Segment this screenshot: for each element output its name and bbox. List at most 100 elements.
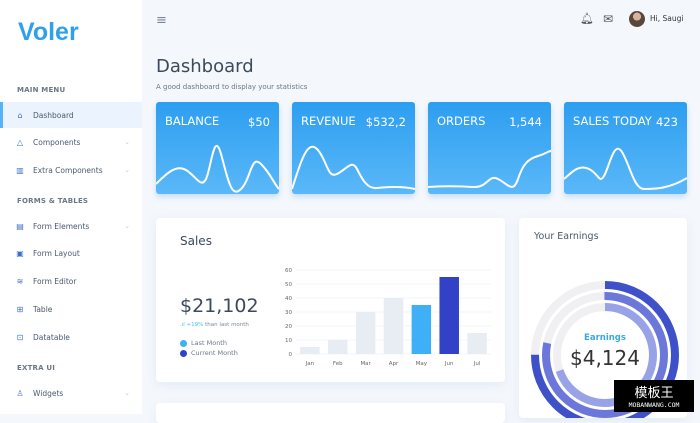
bar-jul [467, 333, 487, 354]
sidebar-item-label: Form Editor [33, 276, 77, 286]
sidebar-item-widgets[interactable]: ♙ Widgets ⌄ [0, 380, 142, 406]
y-tick-label: 50 [285, 282, 292, 288]
stat-label: ORDERS [437, 114, 486, 128]
stat-label: SALES TODAY [573, 114, 652, 128]
y-tick-label: 10 [285, 338, 292, 344]
bell-icon[interactable]: 🔔︎ [580, 12, 594, 25]
y-tick-label: 40 [285, 296, 292, 302]
user-icon: ♙ [16, 388, 24, 398]
sidebar-item-label: Form Elements [33, 221, 90, 231]
bar-jan [300, 347, 320, 354]
sidebar-item-table[interactable]: ⊞ Table [0, 296, 142, 322]
sidebar-item-label: Dashboard [33, 110, 74, 120]
sidebar-item-form-editor[interactable]: ≋ Form Editor [0, 268, 142, 294]
growth-percent: +19% [186, 322, 204, 328]
layers-icon: ≋ [16, 276, 24, 286]
file-plus-icon: ⊡ [16, 332, 24, 342]
bar-jun [439, 277, 459, 354]
sales-amount: $21,102 [180, 295, 259, 317]
stat-value: $532,2 [365, 115, 406, 129]
sidebar-item-extra-components[interactable]: ▥ Extra Components ⌄ [0, 157, 142, 183]
bar-mar [355, 312, 376, 354]
stat-value: $50 [248, 115, 270, 129]
sidebar-item-form-layout[interactable]: ▣ Form Layout [0, 240, 142, 266]
page-subtitle: A good dashboard to display your statist… [156, 83, 308, 91]
x-tick-label: Apr [389, 361, 399, 367]
x-tick-label: May [416, 361, 428, 367]
earnings-label: Earnings [584, 333, 626, 343]
legend-label: Current Month [191, 349, 238, 357]
bar-feb [328, 340, 348, 354]
y-tick-label: 30 [285, 310, 292, 316]
home-icon: ⌂ [17, 110, 23, 120]
sparkline [156, 144, 279, 193]
legend-dot [180, 349, 187, 357]
legend-dot [180, 339, 187, 347]
watermark: 模板王 MOBANWANG.COM [614, 380, 694, 412]
chevron-down-icon: ⌄ [124, 166, 130, 174]
bar-may [411, 305, 432, 354]
bar-chart-icon: .ıl [180, 322, 187, 328]
stat-label: REVENUE [301, 114, 356, 128]
bar-apr [383, 298, 404, 354]
sales-title: Sales [180, 234, 212, 248]
earnings-card: Your Earnings Earnings $4,124 [519, 218, 687, 418]
ring-arc-inner [553, 303, 657, 407]
sidebar-item-components[interactable]: △ Components ⌄ [0, 129, 142, 155]
x-tick-label: Feb [333, 361, 343, 367]
next-card [156, 403, 505, 423]
layout-icon: ▣ [16, 248, 24, 258]
section-extra-ui: EXTRA UI [17, 364, 56, 372]
y-tick-label: 0 [289, 352, 293, 358]
sparkline [564, 147, 687, 191]
grid-icon: ⊞ [16, 304, 24, 314]
page-title: Dashboard [156, 56, 254, 77]
sparkline [428, 150, 551, 189]
avatar[interactable] [629, 11, 645, 27]
y-tick-label: 60 [285, 268, 292, 274]
earnings-title: Your Earnings [534, 231, 599, 242]
mail-icon[interactable]: ✉ [603, 12, 614, 26]
sales-bar-chart: 0 10 20 30 40 50 60 Jan Feb Mar Apr May Jun Jul [285, 268, 491, 367]
x-tick-label: Mar [360, 361, 371, 367]
sales-card: Sales $21,102 .ıl +19% than last month L… [156, 218, 505, 382]
stat-card-sales-today: SALES TODAY 423 [564, 102, 687, 194]
triangle-icon: △ [16, 137, 24, 147]
sidebar-item-label: Components [33, 137, 81, 147]
logo[interactable]: Voler [18, 18, 79, 46]
watermark-url: MOBANWANG.COM [628, 401, 680, 409]
x-tick-label: Jul [473, 361, 481, 367]
user-greeting[interactable]: Hi, Saugi [650, 14, 684, 23]
sidebar-item-dashboard[interactable]: ⌂ Dashboard [0, 102, 142, 128]
chevron-down-icon: ⌄ [124, 222, 130, 230]
stat-value: 423 [656, 115, 678, 129]
sidebar-item-label: Datatable [33, 332, 70, 342]
stat-value: 1,544 [509, 115, 542, 129]
sidebar-item-datatable[interactable]: ⊡ Datatable [0, 324, 142, 350]
stat-card-balance: BALANCE $50 [156, 102, 279, 194]
growth-text: than last month [203, 322, 249, 328]
ring-arc-outer [531, 281, 679, 418]
stat-card-orders: ORDERS 1,544 [428, 102, 551, 194]
y-tick-label: 20 [285, 324, 292, 330]
chevron-down-icon: ⌄ [124, 389, 130, 397]
stat-label: BALANCE [165, 114, 220, 128]
section-forms-tables: FORMS & TABLES [17, 197, 89, 205]
watermark-text: 模板王 [634, 386, 674, 401]
legend-last-month: Last Month [180, 339, 227, 347]
file-icon: ▤ [16, 221, 24, 231]
menu-icon[interactable]: ≡ [156, 13, 167, 28]
x-tick-label: Jun [444, 361, 454, 367]
chevron-down-icon: ⌄ [124, 138, 130, 146]
sidebar-item-label: Table [33, 304, 53, 314]
sidebar-item-label: Widgets [33, 388, 64, 398]
sidebar-item-label: Form Layout [33, 248, 80, 258]
section-main-menu: MAIN MENU [17, 86, 66, 94]
sidebar-item-form-elements[interactable]: ▤ Form Elements ⌄ [0, 213, 142, 239]
sales-growth: .ıl +19% than last month [180, 322, 249, 328]
stat-card-revenue: REVENUE $532,2 [292, 102, 415, 194]
legend-current-month: Current Month [180, 349, 238, 357]
briefcase-icon: ▥ [16, 165, 24, 175]
x-tick-label: Jan [305, 361, 315, 367]
sidebar-item-label: Extra Components [33, 165, 103, 175]
